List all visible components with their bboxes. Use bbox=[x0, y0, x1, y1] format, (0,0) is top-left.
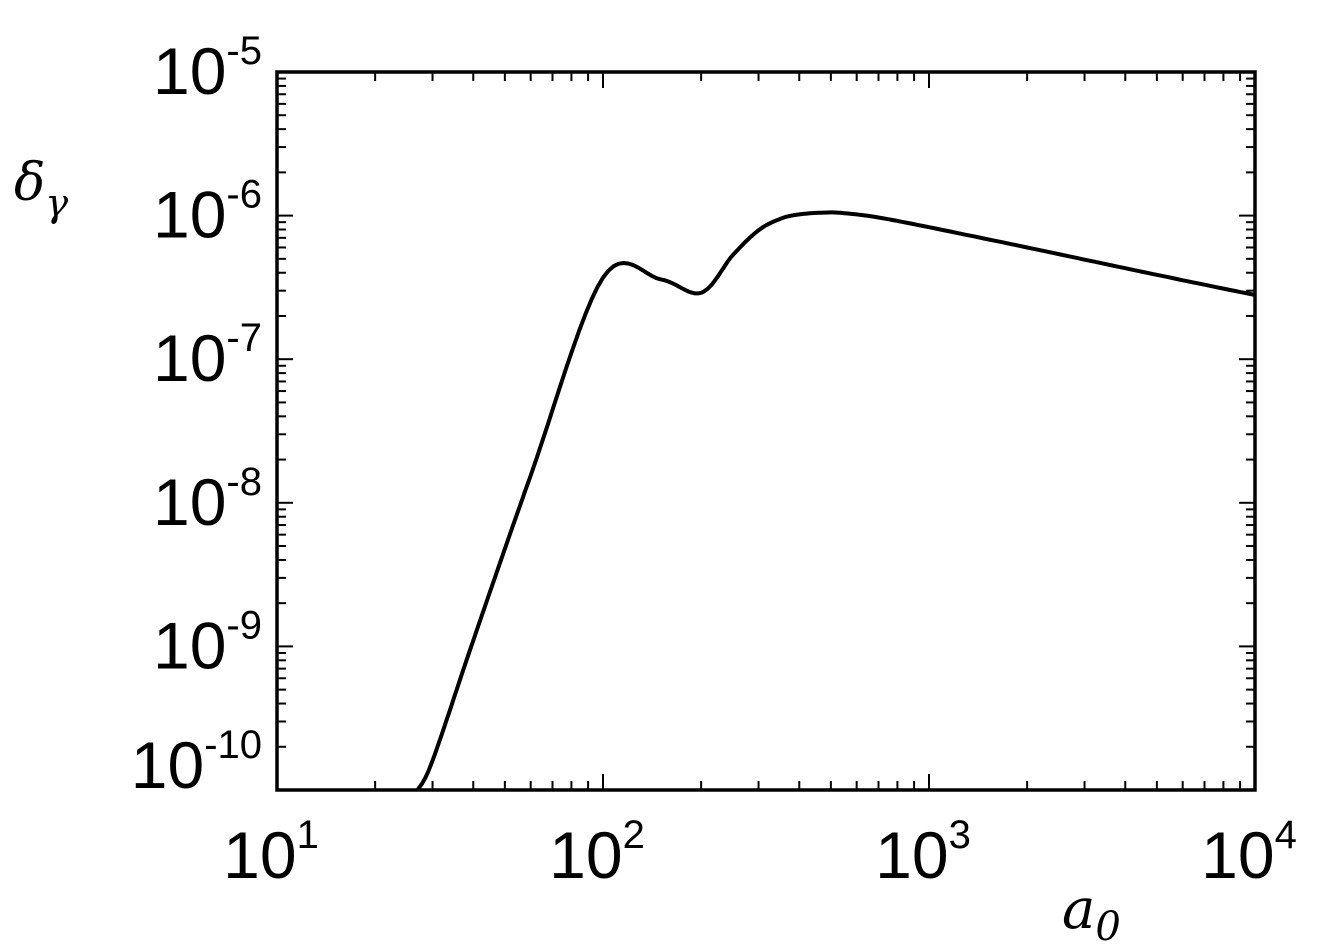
y-tick-label: 10-9 bbox=[153, 603, 262, 682]
x-tick-label-exponent: 1 bbox=[297, 813, 319, 857]
y-tick-label-exponent: -9 bbox=[226, 603, 262, 647]
y-tick-label-exponent: -5 bbox=[226, 29, 262, 73]
x-tick-label-exponent: 2 bbox=[623, 813, 645, 857]
y-tick-label-base: 10 bbox=[153, 321, 226, 395]
y-tick-label-base: 10 bbox=[153, 34, 226, 108]
x-tick-label-exponent: 3 bbox=[949, 813, 971, 857]
tick-marks bbox=[276, 72, 1255, 791]
x-tick-label-base: 10 bbox=[549, 818, 622, 892]
x-axis-label-sub: 0 bbox=[1095, 904, 1120, 950]
y-axis-label-sub: γ bbox=[45, 181, 68, 225]
x-tick-label-base: 10 bbox=[1201, 818, 1274, 892]
y-tick-label: 10-8 bbox=[153, 460, 262, 539]
x-tick-label: 102 bbox=[549, 813, 645, 892]
y-tick-label-base: 10 bbox=[153, 465, 226, 539]
y-tick-label: 10-7 bbox=[153, 316, 262, 395]
x-tick-label-base: 10 bbox=[875, 818, 948, 892]
y-tick-label-exponent: -10 bbox=[204, 723, 262, 767]
x-tick-label: 104 bbox=[1201, 813, 1297, 892]
y-axis-label-base: δ bbox=[14, 153, 45, 213]
y-tick-label-exponent: -6 bbox=[226, 173, 262, 217]
x-axis-label: a0 bbox=[1062, 877, 1121, 950]
y-axis-label: δγ bbox=[14, 153, 68, 225]
y-tick-label-exponent: -7 bbox=[226, 316, 262, 360]
series-line-0 bbox=[415, 210, 1256, 792]
x-tick-label: 103 bbox=[875, 813, 971, 892]
y-tick-label-base: 10 bbox=[153, 178, 226, 252]
plot-frame bbox=[275, 70, 1257, 792]
y-tick-label-base: 10 bbox=[131, 728, 204, 802]
y-tick-label-exponent: -8 bbox=[226, 460, 262, 504]
y-tick-label: 10-10 bbox=[131, 723, 262, 802]
series-group bbox=[415, 210, 1256, 792]
x-axis-label-base: a bbox=[1062, 877, 1095, 942]
x-tick-label: 101 bbox=[223, 813, 319, 892]
y-tick-label: 10-5 bbox=[153, 29, 262, 108]
x-tick-label-exponent: 4 bbox=[1275, 813, 1297, 857]
y-tick-label: 10-6 bbox=[153, 173, 262, 252]
y-tick-label-base: 10 bbox=[153, 608, 226, 682]
x-tick-label-base: 10 bbox=[223, 818, 296, 892]
